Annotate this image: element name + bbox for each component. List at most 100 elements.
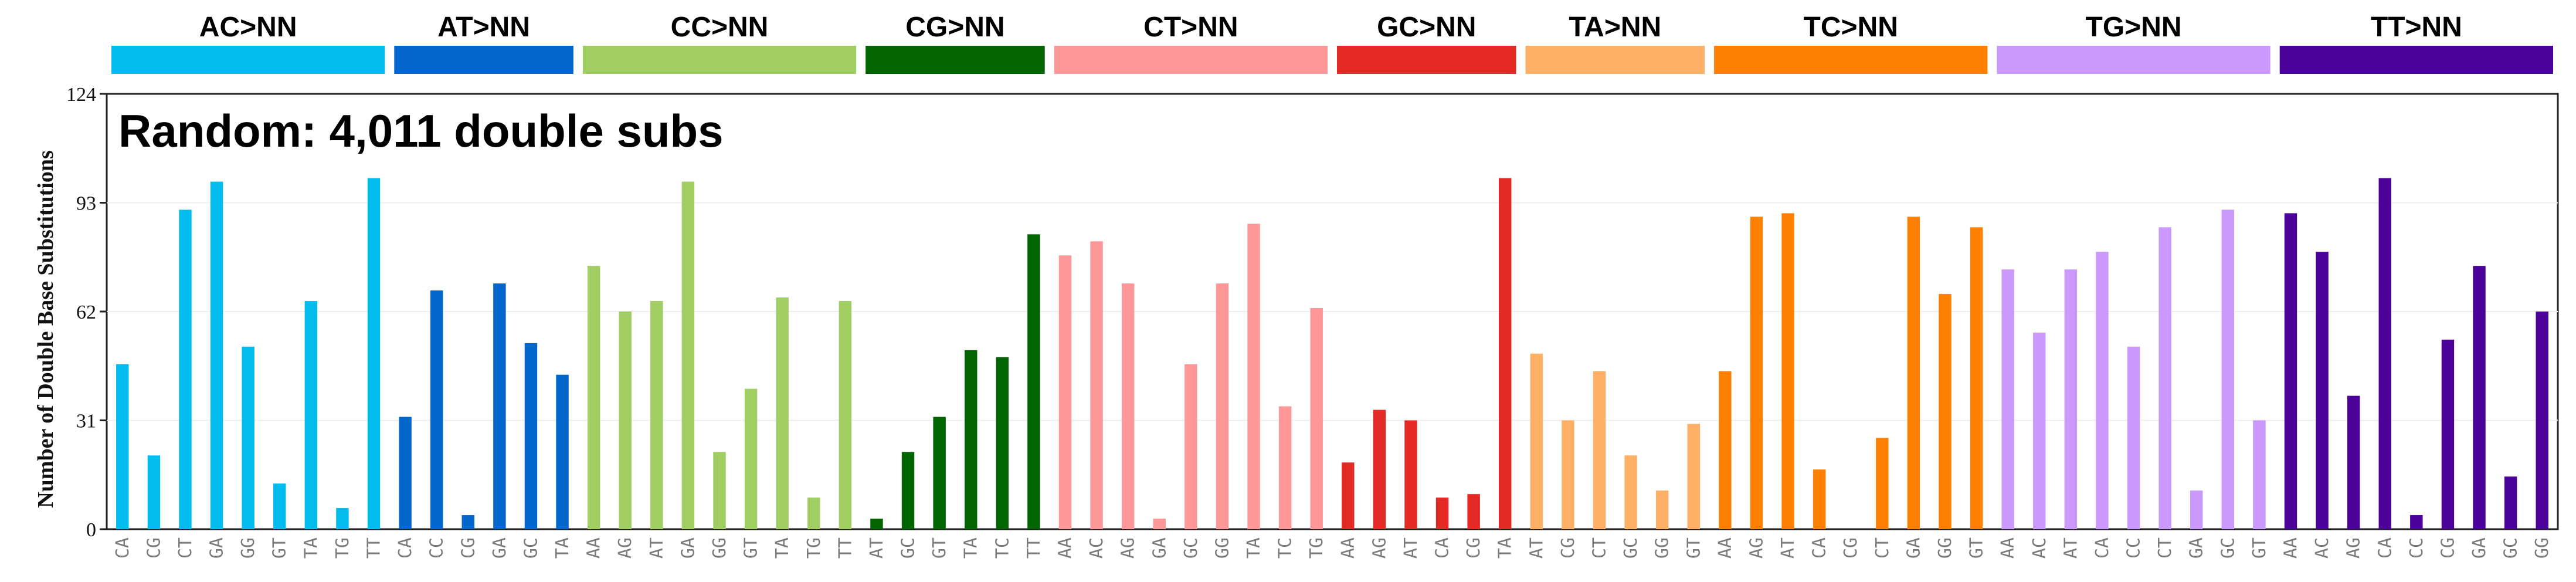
x-tick-label: CT (175, 537, 196, 559)
x-tick-label: CG (144, 537, 164, 559)
x-tick-label: TG (804, 537, 824, 559)
bar (619, 312, 632, 529)
bar (2473, 266, 2486, 529)
bar (2033, 332, 2046, 529)
x-tick-label: CA (113, 537, 133, 559)
group-header-label: CG>NN (905, 12, 1004, 43)
x-tick-label: AG (1369, 537, 1390, 559)
x-tick-label: GT (1967, 537, 1987, 559)
x-tick-label: GA (1903, 537, 1924, 559)
x-tick-label: CG (1464, 537, 1484, 559)
bar (1530, 353, 1543, 529)
x-tick-label: AA (1055, 537, 1075, 559)
group-header-bar (1525, 46, 1705, 74)
x-tick-label: GA (490, 537, 510, 559)
bar (901, 452, 915, 529)
group-header-label: GC>NN (1377, 12, 1476, 43)
bar (1593, 371, 1606, 529)
x-tick-label: TT (835, 537, 856, 559)
x-tick-label: GT (929, 537, 950, 559)
bar (1467, 494, 1480, 529)
x-tick-label: TA (301, 537, 321, 559)
x-tick-label: GA (678, 537, 698, 559)
group-header-label: TC>NN (1804, 12, 1898, 43)
bar (2190, 490, 2203, 529)
bar (2284, 213, 2297, 529)
bar (1876, 438, 1889, 529)
bar (1719, 371, 1732, 529)
x-tick-label: AG (1746, 537, 1767, 559)
bar (870, 519, 883, 529)
x-tick-label: AC (1087, 537, 1107, 559)
bar (461, 515, 474, 529)
bar (2001, 269, 2014, 529)
bar (273, 483, 286, 529)
group-header-label: AC>NN (199, 12, 297, 43)
bar (1027, 234, 1040, 529)
bar (399, 417, 412, 529)
group-header-bar (1054, 46, 1328, 74)
bar (713, 452, 726, 529)
x-tick-label: CG (2438, 537, 2458, 559)
x-tick-label: TA (1495, 537, 1516, 559)
bar (1373, 410, 1386, 529)
x-tick-label: GC (2501, 537, 2521, 559)
bar (1247, 224, 1260, 530)
x-tick-label: AA (1998, 537, 2018, 559)
x-tick-label: AC (2029, 537, 2050, 559)
x-tick-label: GT (741, 537, 762, 559)
x-tick-label: TA (1244, 537, 1264, 559)
x-tick-label: GG (238, 537, 259, 559)
bar (179, 209, 192, 529)
group-header-label: CT>NN (1143, 12, 1238, 43)
bar (524, 343, 538, 529)
bar (336, 508, 349, 529)
bar (839, 301, 852, 529)
x-tick-label: CA (395, 537, 416, 559)
x-tick-label: AA (584, 537, 605, 559)
bar (1813, 469, 1826, 529)
bar (1655, 490, 1669, 529)
x-tick-label: GA (1149, 537, 1170, 559)
bar (2316, 252, 2329, 529)
bar (2221, 209, 2235, 529)
bar (1058, 255, 1072, 529)
x-tick-label: GC (1181, 537, 1202, 559)
bar (996, 357, 1009, 529)
bar (1185, 364, 1197, 529)
bar (2410, 515, 2423, 529)
bar (556, 374, 569, 529)
y-tick-label: 93 (76, 193, 96, 215)
bar (1404, 420, 1417, 529)
x-tick-label: CT (2155, 537, 2175, 559)
bar (1624, 455, 1637, 529)
y-tick-label: 62 (76, 302, 96, 323)
x-tick-label: GC (521, 537, 541, 559)
group-header-bar (111, 46, 385, 74)
bar (1687, 424, 1700, 529)
bar (1278, 406, 1292, 529)
y-axis-label: Number of Double Base Substitutions (33, 150, 58, 508)
bar (210, 181, 223, 529)
x-tick-label: AG (1118, 537, 1139, 559)
bar (587, 266, 600, 529)
group-header-bar (1337, 46, 1516, 74)
chart-annotation: Random: 4,011 double subs (118, 105, 724, 157)
x-tick-label: GG (2532, 537, 2553, 559)
bar (1750, 216, 1763, 529)
x-tick-label: TA (961, 537, 982, 559)
bar (304, 301, 318, 529)
bar (1781, 213, 1794, 529)
x-tick-label: AG (2344, 537, 2364, 559)
x-tick-label: GT (2249, 537, 2270, 559)
x-tick-label: AA (1715, 537, 1736, 559)
bar (242, 346, 254, 529)
x-tick-label: GC (2218, 537, 2238, 559)
bar (1435, 498, 1449, 529)
bar (965, 350, 978, 529)
x-tick-label: TT (1024, 537, 1044, 559)
x-tick-label: TC (992, 537, 1013, 559)
bar (1499, 178, 1512, 529)
x-tick-label: CA (2092, 537, 2113, 559)
